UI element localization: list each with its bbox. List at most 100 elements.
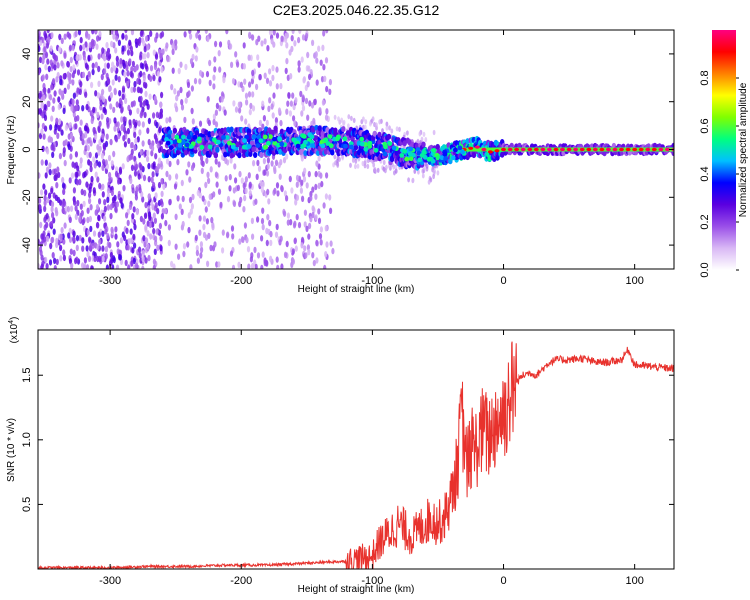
spectrogram-cell (218, 105, 222, 112)
spectrogram-cell (94, 30, 98, 35)
spectrogram-cell (46, 58, 50, 65)
spectrogram-cell (168, 116, 172, 123)
spectrogram-cell (263, 72, 267, 79)
spectrogram-cell (141, 196, 145, 203)
spectrogram-cell (294, 97, 298, 104)
spectrogram-cell (98, 198, 102, 205)
spectrogram-cell (76, 69, 81, 76)
spectrogram-cell (43, 199, 47, 207)
spectrogram-hotspot (419, 153, 425, 158)
spectrogram-cell (308, 222, 312, 230)
spectrogram-cell (86, 216, 90, 224)
spectrogram-cell (190, 203, 194, 210)
spectrogram-cell (92, 187, 96, 194)
spectrogram-hotspot (262, 134, 268, 140)
spectrogram-cell (142, 81, 147, 89)
spectrogram-cell (83, 189, 87, 197)
spectrogram-cell (232, 100, 236, 107)
spectrogram-cell (52, 228, 56, 235)
spectrogram-hotspot (263, 144, 269, 150)
spectrogram-cell (266, 163, 270, 170)
spectrogram-cell (48, 259, 53, 266)
spectrogram-cell (278, 239, 282, 246)
spectrogram-cell (71, 72, 75, 79)
spectrogram-cell (89, 160, 93, 168)
spectrogram-cell (209, 244, 213, 252)
spectrogram-cell (96, 176, 100, 183)
spectrogram-cell (120, 202, 124, 209)
spectrogram-cell (385, 125, 389, 131)
spectrogram-cell (71, 79, 75, 86)
spectrogram-hotspot (221, 135, 226, 140)
spectrogram-cell (375, 122, 378, 128)
spectrogram-cell (180, 208, 184, 215)
spectrogram-hotspot (299, 144, 305, 149)
spectrogram-cell (260, 264, 264, 269)
spectrogram-cell (73, 162, 77, 169)
spectrogram-cell (241, 236, 245, 243)
spectrogram-cell (39, 241, 43, 248)
spectrogram-hotspot (277, 136, 282, 142)
spectrogram-hotspot (255, 143, 261, 149)
spectrogram-peak (645, 147, 651, 152)
spectrogram-cell (106, 76, 110, 84)
spectrogram-cell (325, 241, 329, 248)
spectrogram-cell (39, 221, 43, 229)
spectrogram-cell (45, 221, 49, 229)
spectrogram-cell (128, 58, 132, 65)
spectrogram-cell (147, 162, 151, 170)
spectrogram-cell (116, 241, 120, 248)
spectrogram-cell (286, 219, 290, 226)
spectrogram-cell (237, 152, 242, 159)
spectrogram-cell (114, 136, 119, 143)
spectrogram-hotspot (199, 144, 205, 150)
spectrogram-cell (263, 169, 267, 176)
spectrogram-cell (95, 43, 99, 50)
spectrogram-cell (67, 232, 71, 239)
spectrogram-cell (153, 95, 157, 102)
spectrogram-cell (320, 76, 325, 83)
spectrogram-peak (560, 147, 565, 152)
spectrogram-cell (176, 90, 180, 97)
spectrogram-cell (307, 233, 311, 240)
spectrogram-cell (305, 32, 309, 40)
spectrogram-hotspot (363, 146, 369, 152)
spectrogram-cell (315, 160, 319, 167)
spectrogram-cell (333, 154, 337, 160)
spectrogram-cell (671, 142, 674, 149)
spectrogram-cell (168, 160, 172, 168)
spectrogram-cell (143, 111, 147, 119)
spectrogram-cell (224, 157, 228, 164)
spectrogram-cell (133, 131, 137, 138)
spectrogram-cell (42, 94, 46, 101)
spectrogram-peak (619, 147, 624, 152)
spectrogram-cell (104, 228, 108, 235)
spectrogram-cell (284, 67, 288, 75)
spectrogram-cell (41, 145, 45, 152)
spectrogram-cell (252, 160, 256, 167)
spectrogram-cell (284, 32, 288, 40)
spectrogram-cell (184, 63, 188, 71)
spectrogram-cell (136, 136, 140, 143)
spectrogram-cell (205, 218, 209, 225)
spectrogram-cell (50, 201, 55, 208)
spectrogram-cell (315, 79, 319, 86)
spectrogram-cell (79, 119, 83, 126)
spectrogram-cell (77, 30, 82, 36)
spectrogram-cell (231, 264, 236, 269)
spectrogram-cell (130, 141, 134, 149)
spectrogram-cell (56, 132, 60, 139)
spectrogram-cell (237, 81, 241, 88)
spectrogram-cell (214, 121, 219, 128)
spectrogram-cell (122, 62, 126, 69)
colorbar-tick-label: 0.0 (699, 262, 711, 277)
spectrogram-cell (230, 225, 235, 232)
spectrogram-cell (97, 231, 101, 238)
spectrogram-cell (142, 100, 146, 107)
spectrogram-cell (280, 35, 284, 42)
spectrogram-cell (109, 251, 113, 259)
spectrogram-cell (133, 65, 137, 73)
snr-plot-area (38, 330, 674, 569)
spectrogram-cell (71, 98, 75, 106)
spectrogram-hotspot (399, 153, 405, 158)
